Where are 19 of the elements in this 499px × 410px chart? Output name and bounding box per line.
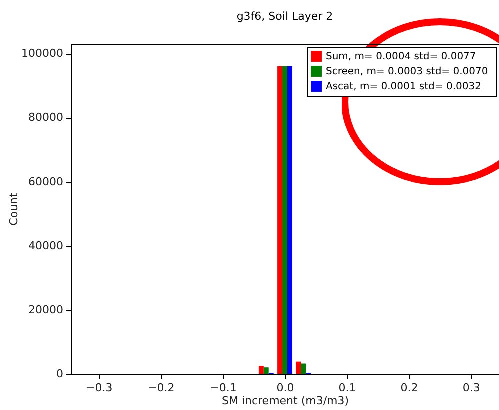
x-axis-title: SM increment (m3/m3) [222, 394, 350, 408]
legend-label: Ascat, m= 0.0001 std= 0.0032 [326, 82, 482, 92]
x-tick-label: 0.0 [276, 382, 294, 394]
y-tick-label: 60000 [28, 175, 64, 188]
y-tick-label: 0 [56, 368, 64, 380]
x-tick-label: 0.1 [338, 382, 356, 394]
y-axis-title: Count [8, 192, 21, 226]
legend-label: Sum, m= 0.0004 std= 0.0077 [326, 52, 476, 62]
legend-label: Screen, m= 0.0003 std= 0.0070 [326, 66, 488, 78]
x-tick-label: −0.1 [210, 382, 237, 394]
chart-title: g3f6, Soil Layer 2 [236, 10, 334, 23]
x-tick-label: 0.3 [462, 382, 480, 394]
y-tick-label: 80000 [28, 111, 64, 124]
x-tick-label: −0.3 [86, 382, 113, 394]
x-tick-label: −0.2 [148, 382, 175, 394]
x-tick-label: 0.2 [400, 382, 418, 394]
y-tick-label: 20000 [28, 303, 64, 316]
y-tick-label: 100000 [22, 47, 64, 60]
y-tick-label: 40000 [28, 239, 64, 252]
